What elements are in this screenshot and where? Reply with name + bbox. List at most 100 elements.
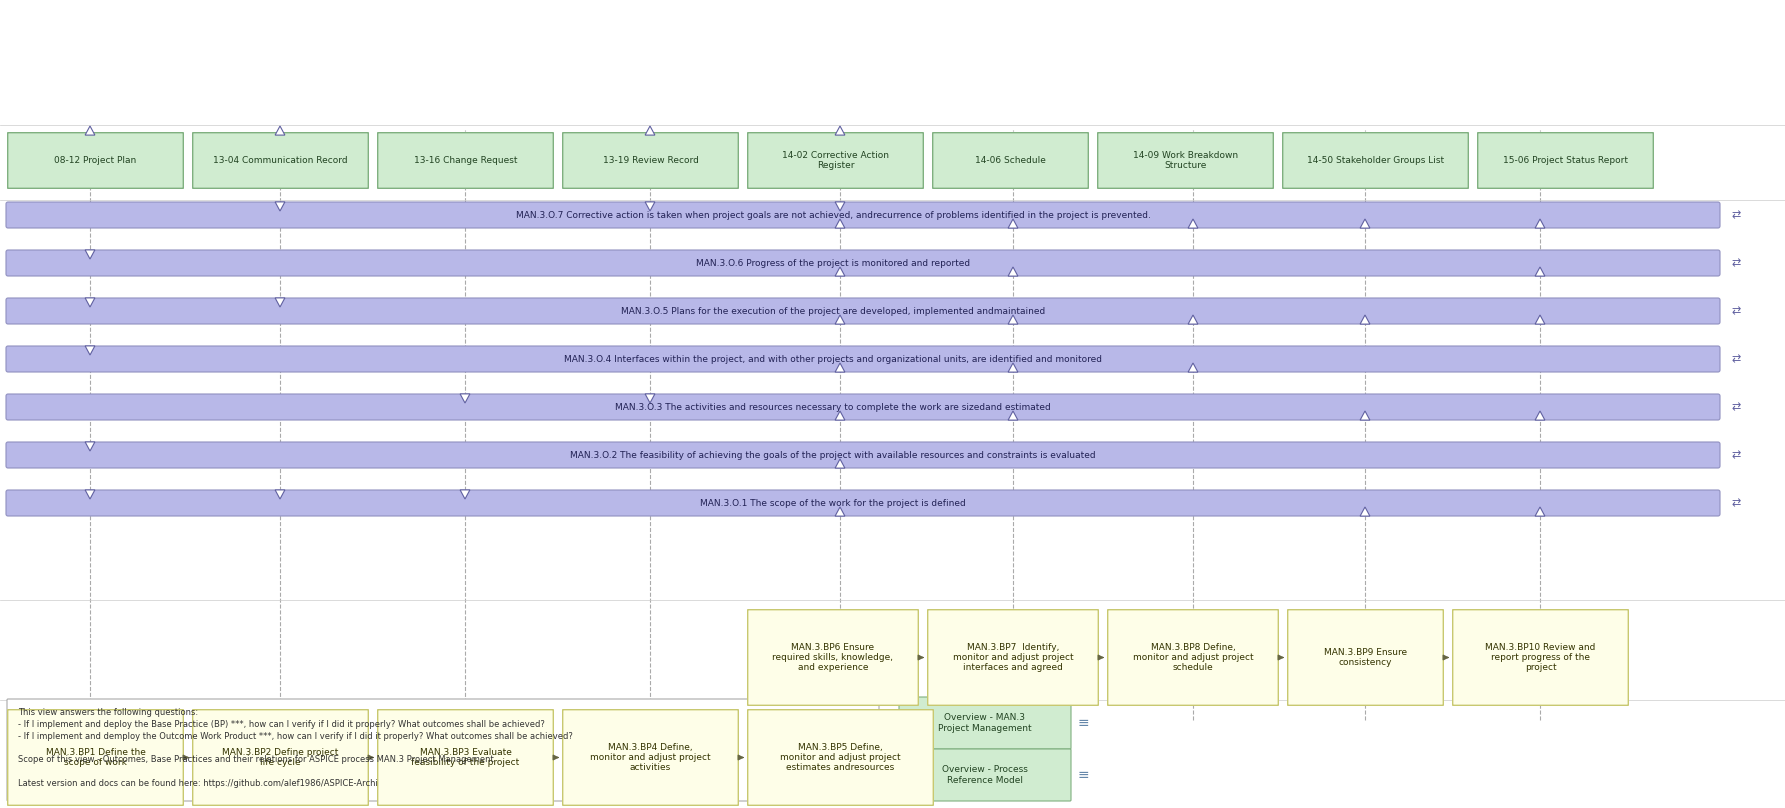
Polygon shape xyxy=(275,490,286,499)
Polygon shape xyxy=(86,346,95,355)
Polygon shape xyxy=(644,202,655,211)
Text: ⇄: ⇄ xyxy=(1731,450,1740,460)
FancyBboxPatch shape xyxy=(378,133,553,188)
Text: 14-06 Schedule: 14-06 Schedule xyxy=(975,156,1046,165)
Text: 15-06 Project Status Report: 15-06 Project Status Report xyxy=(1503,156,1628,165)
Text: MAN.3.O.3 The activities and resources necessary to complete the work are sizeda: MAN.3.O.3 The activities and resources n… xyxy=(616,402,1051,411)
Polygon shape xyxy=(1535,219,1544,228)
Polygon shape xyxy=(275,126,286,135)
Text: ⇄: ⇄ xyxy=(1731,306,1740,316)
Polygon shape xyxy=(1535,267,1544,276)
Polygon shape xyxy=(835,202,844,211)
FancyBboxPatch shape xyxy=(5,346,1721,372)
Text: MAN.3.O.2 The feasibility of achieving the goals of the project with available r: MAN.3.O.2 The feasibility of achieving t… xyxy=(569,451,1096,460)
Polygon shape xyxy=(835,267,844,276)
FancyBboxPatch shape xyxy=(5,394,1721,420)
FancyBboxPatch shape xyxy=(562,709,739,806)
Polygon shape xyxy=(1535,315,1544,324)
Text: 08-12 Project Plan: 08-12 Project Plan xyxy=(54,156,137,165)
Text: MAN.3.BP2 Define project
life cycle: MAN.3.BP2 Define project life cycle xyxy=(223,747,339,768)
Polygon shape xyxy=(461,490,469,499)
Polygon shape xyxy=(835,219,844,228)
Polygon shape xyxy=(835,459,844,468)
Text: Overview - MAN.3
Project Management: Overview - MAN.3 Project Management xyxy=(939,713,1032,733)
Text: 13-19 Review Record: 13-19 Review Record xyxy=(603,156,698,165)
FancyBboxPatch shape xyxy=(1287,610,1444,705)
Polygon shape xyxy=(835,507,844,516)
Polygon shape xyxy=(86,126,95,135)
Text: MAN.3.BP5 Define,
monitor and adjust project
estimates andresources: MAN.3.BP5 Define, monitor and adjust pro… xyxy=(780,743,901,772)
Polygon shape xyxy=(86,490,95,499)
FancyBboxPatch shape xyxy=(748,709,934,806)
FancyBboxPatch shape xyxy=(5,490,1721,516)
FancyBboxPatch shape xyxy=(5,442,1721,468)
FancyBboxPatch shape xyxy=(900,749,1071,801)
Polygon shape xyxy=(1009,315,1017,324)
Polygon shape xyxy=(835,126,844,135)
Text: ⇄: ⇄ xyxy=(1731,402,1740,412)
Text: ⇄: ⇄ xyxy=(1731,258,1740,268)
Text: ≡: ≡ xyxy=(1078,716,1089,730)
Text: MAN.3.BP7  Identify,
monitor and adjust project
interfaces and agreed: MAN.3.BP7 Identify, monitor and adjust p… xyxy=(953,642,1073,672)
FancyBboxPatch shape xyxy=(934,133,1089,188)
Polygon shape xyxy=(1360,219,1369,228)
Polygon shape xyxy=(835,315,844,324)
Text: MAN.3.BP3 Evaluate
feasibility of the project: MAN.3.BP3 Evaluate feasibility of the pr… xyxy=(411,747,519,768)
FancyBboxPatch shape xyxy=(562,133,739,188)
Polygon shape xyxy=(1535,507,1544,516)
Text: MAN.3.BP9 Ensure
consistency: MAN.3.BP9 Ensure consistency xyxy=(1324,648,1407,667)
Polygon shape xyxy=(461,393,469,403)
Polygon shape xyxy=(1009,219,1017,228)
FancyBboxPatch shape xyxy=(193,133,368,188)
Polygon shape xyxy=(86,442,95,451)
Text: MAN.3.BP10 Review and
report progress of the
project: MAN.3.BP10 Review and report progress of… xyxy=(1485,642,1596,672)
Text: MAN.3.O.4 Interfaces within the project, and with other projects and organizatio: MAN.3.O.4 Interfaces within the project,… xyxy=(564,355,1101,364)
Text: MAN.3.O.7 Corrective action is taken when project goals are not achieved, andrec: MAN.3.O.7 Corrective action is taken whe… xyxy=(516,211,1151,220)
Polygon shape xyxy=(86,250,95,259)
Text: MAN.3.O.5 Plans for the execution of the project are developed, implemented andm: MAN.3.O.5 Plans for the execution of the… xyxy=(621,306,1046,315)
FancyBboxPatch shape xyxy=(748,610,917,705)
Polygon shape xyxy=(1009,363,1017,372)
Text: MAN.3.BP8 Define,
monitor and adjust project
schedule: MAN.3.BP8 Define, monitor and adjust pro… xyxy=(1133,642,1253,672)
Text: Overview - Process
Reference Model: Overview - Process Reference Model xyxy=(942,765,1028,785)
Polygon shape xyxy=(1009,267,1017,276)
Text: This view answers the following questions:
- If I implement and deploy the Base : This view answers the following question… xyxy=(18,708,573,788)
Polygon shape xyxy=(644,126,655,135)
FancyBboxPatch shape xyxy=(5,202,1721,228)
Text: MAN.3.O.6 Progress of the project is monitored and reported: MAN.3.O.6 Progress of the project is mon… xyxy=(696,259,969,267)
FancyBboxPatch shape xyxy=(1283,133,1469,188)
Text: MAN.3.BP1 Define the
scope of work: MAN.3.BP1 Define the scope of work xyxy=(46,747,145,768)
Text: 14-09 Work Breakdown
Structure: 14-09 Work Breakdown Structure xyxy=(1133,151,1239,170)
Polygon shape xyxy=(1360,315,1369,324)
FancyBboxPatch shape xyxy=(7,699,878,801)
FancyBboxPatch shape xyxy=(5,298,1721,324)
Text: MAN.3.BP4 Define,
monitor and adjust project
activities: MAN.3.BP4 Define, monitor and adjust pro… xyxy=(591,743,710,772)
Polygon shape xyxy=(275,298,286,307)
FancyBboxPatch shape xyxy=(7,133,184,188)
Polygon shape xyxy=(1189,315,1198,324)
FancyBboxPatch shape xyxy=(900,697,1071,749)
Polygon shape xyxy=(86,298,95,307)
FancyBboxPatch shape xyxy=(928,610,1098,705)
FancyBboxPatch shape xyxy=(1108,610,1278,705)
FancyBboxPatch shape xyxy=(1478,133,1653,188)
Text: 14-02 Corrective Action
Register: 14-02 Corrective Action Register xyxy=(782,151,889,170)
Text: MAN.3.BP6 Ensure
required skills, knowledge,
and experience: MAN.3.BP6 Ensure required skills, knowle… xyxy=(773,642,894,672)
Text: 14-50 Stakeholder Groups List: 14-50 Stakeholder Groups List xyxy=(1307,156,1444,165)
Text: ⇄: ⇄ xyxy=(1731,210,1740,220)
Polygon shape xyxy=(1189,363,1198,372)
Polygon shape xyxy=(835,363,844,372)
FancyBboxPatch shape xyxy=(748,133,923,188)
Polygon shape xyxy=(1009,411,1017,420)
FancyBboxPatch shape xyxy=(1453,610,1628,705)
Text: ⇄: ⇄ xyxy=(1731,354,1740,364)
Text: 13-16 Change Request: 13-16 Change Request xyxy=(414,156,518,165)
Polygon shape xyxy=(1360,507,1369,516)
Polygon shape xyxy=(275,202,286,211)
Polygon shape xyxy=(1360,411,1369,420)
FancyBboxPatch shape xyxy=(5,250,1721,276)
FancyBboxPatch shape xyxy=(378,709,553,806)
FancyBboxPatch shape xyxy=(1098,133,1273,188)
Polygon shape xyxy=(1189,219,1198,228)
Text: ⇄: ⇄ xyxy=(1731,498,1740,508)
